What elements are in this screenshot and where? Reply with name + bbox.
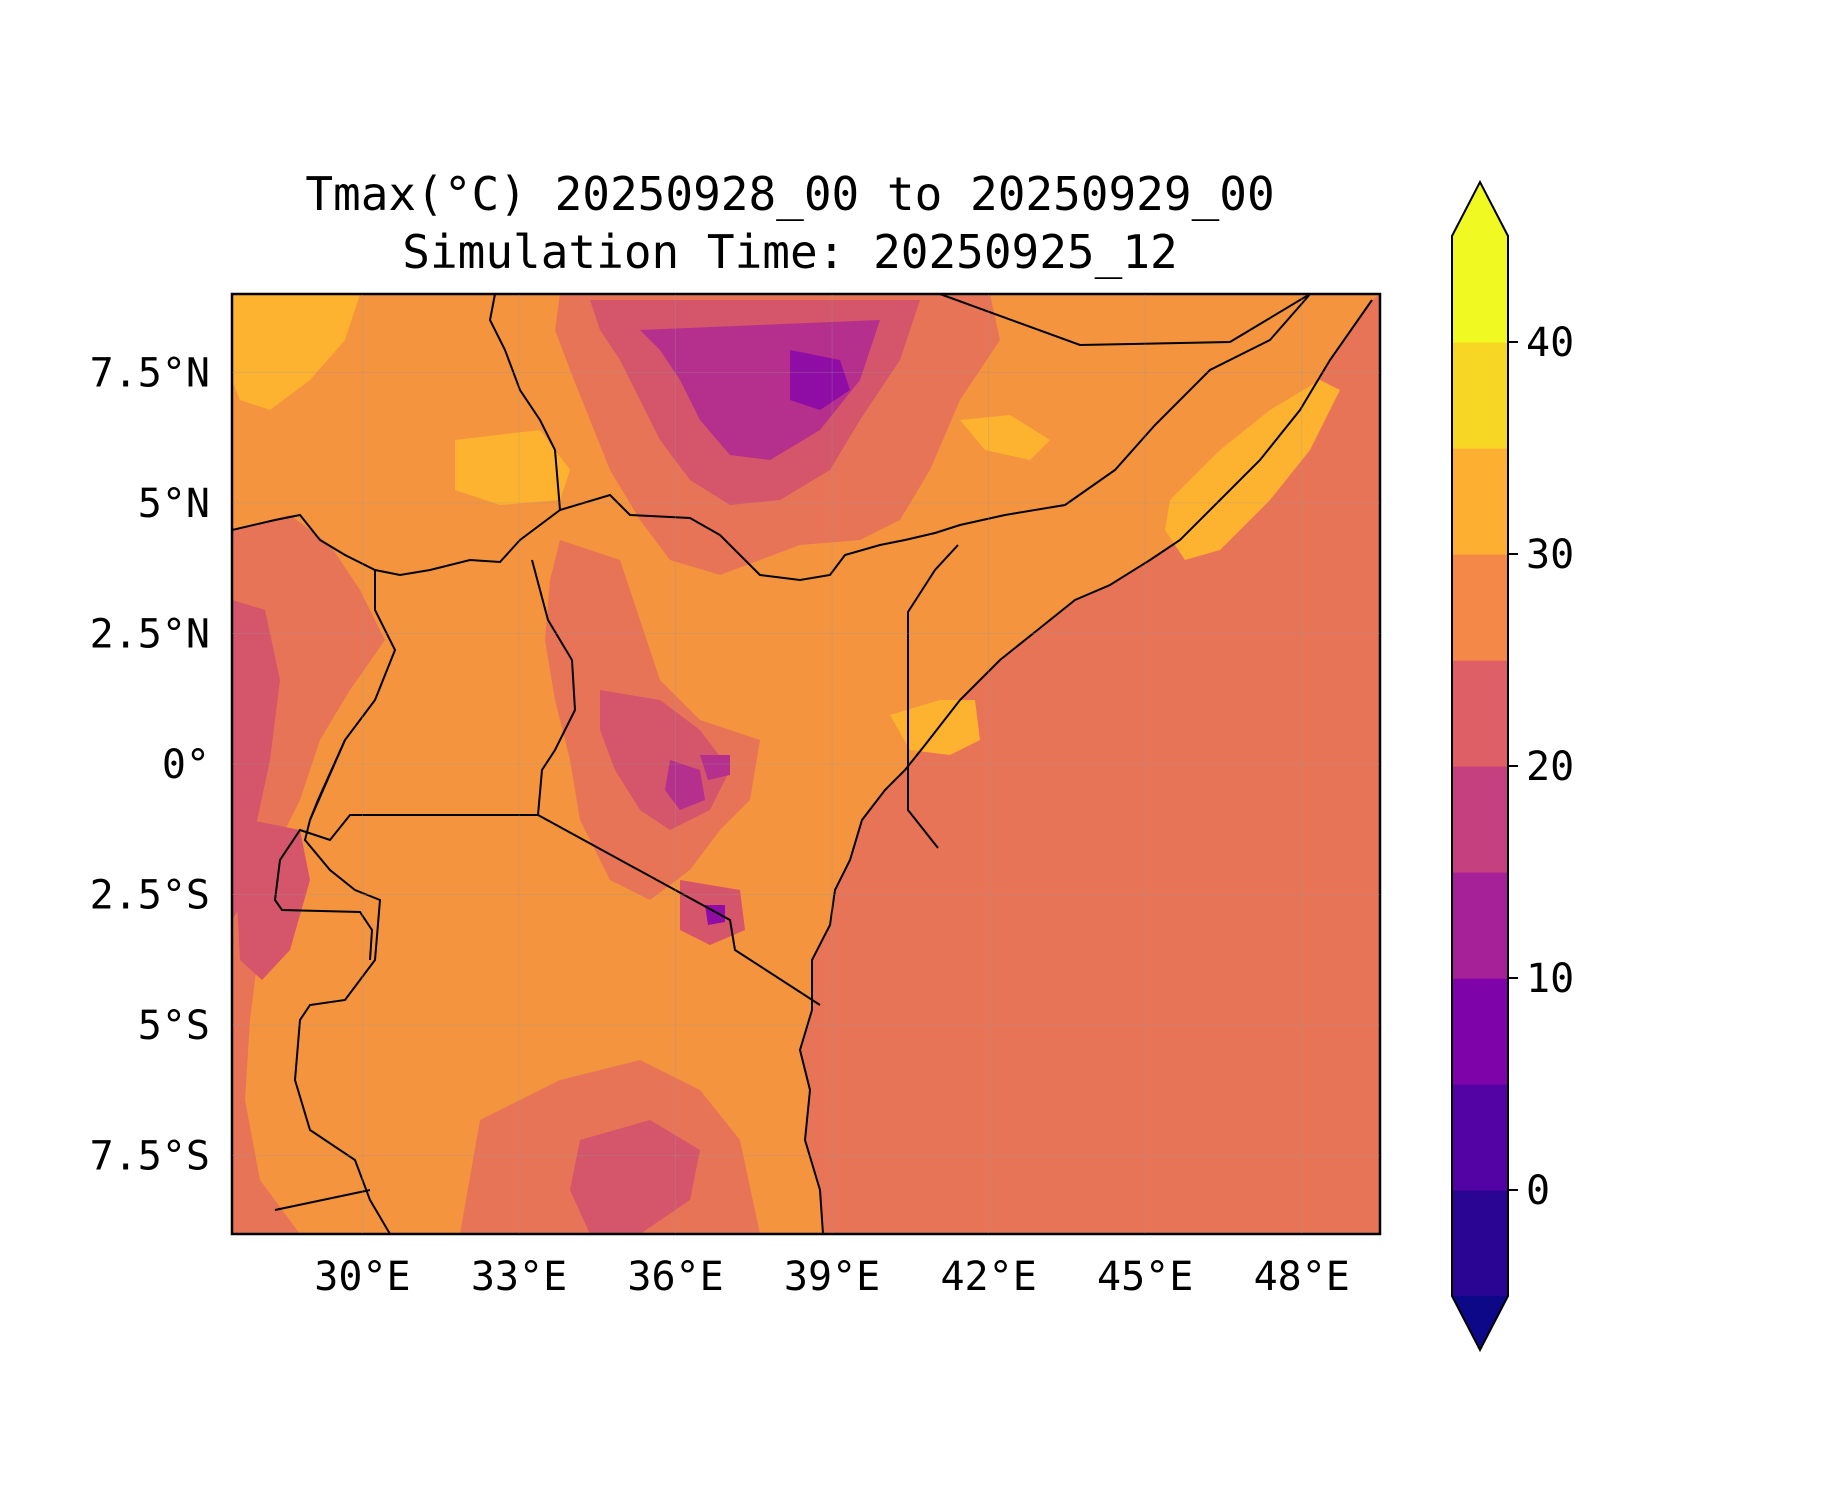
colorbar-tick-label: 40 (1526, 320, 1574, 366)
colorbar-segment (1452, 236, 1508, 343)
colorbar-segment (1452, 766, 1508, 873)
colorbar-tick-label: 30 (1526, 532, 1574, 578)
colorbar-tick-label: 0 (1526, 1168, 1550, 1214)
tanzania-southern-highlands-core (570, 1120, 700, 1234)
map-title-line-1: Tmax(°C) 20250928_00 to 20250929_00 (305, 167, 1274, 221)
lat-tick-label: 5°N (138, 481, 210, 527)
lat-tick-label: 5°S (138, 1003, 210, 1049)
coastline (798, 299, 1373, 1234)
colorbar-segment (1452, 660, 1508, 767)
ethiopian-highlands-peak (640, 320, 880, 460)
colorbar-segment (1452, 554, 1508, 661)
lon-tick-label: 42°E (940, 1254, 1036, 1300)
colorbar-extend-high (1452, 182, 1508, 236)
map-frame (230, 292, 1382, 1236)
lon-tick-label: 33°E (471, 1254, 567, 1300)
country-borders (232, 294, 1311, 1234)
colorbar-tick-label: 10 (1526, 956, 1574, 1002)
colorbar-segment (1452, 978, 1508, 1085)
lon-tick-label: 36°E (627, 1254, 723, 1300)
colorbar-segment (1452, 872, 1508, 979)
lat-tick-label: 2.5°S (90, 873, 210, 919)
western-cool-zone-2 (232, 600, 280, 920)
colorbar-tick-label: 20 (1526, 744, 1574, 790)
lon-tick-label: 30°E (314, 1254, 410, 1300)
lat-tick-label: 0° (162, 742, 210, 788)
lat-tick-label: 7.5°S (90, 1134, 210, 1180)
lat-tick-label: 2.5°N (90, 611, 210, 657)
lon-tick-label: 48°E (1254, 1254, 1350, 1300)
somalia-hot-patch-2 (960, 415, 1050, 460)
colorbar-outline (1451, 179, 1509, 1353)
colorbar-segment (1452, 1190, 1508, 1297)
western-cool-zone-3 (236, 820, 310, 980)
sudan-hot-patch-2 (455, 430, 570, 505)
somalia-hot-band (1165, 380, 1340, 560)
map-ticks: 30°E 33°E 36°E 39°E 42°E 45°E 48°E 7.5°N 5°N 2.5°… (90, 294, 1380, 1300)
rift-highlands-peak-2 (700, 755, 730, 780)
colorbar-segment (1452, 342, 1508, 449)
ethiopian-highlands-peak-2 (790, 350, 850, 410)
sudan-hot-patch-1 (232, 294, 360, 410)
map-area (232, 294, 1380, 1234)
colorbar: 0 10 20 30 40 (1451, 179, 1574, 1353)
colorbar-segment (1452, 448, 1508, 555)
map-title-line-2: Simulation Time: 20250925_12 (402, 225, 1177, 279)
lon-tick-label: 45°E (1097, 1254, 1193, 1300)
lat-tick-label: 7.5°N (90, 350, 210, 396)
lon-tick-label: 39°E (784, 1254, 880, 1300)
rift-highlands-peak (665, 760, 705, 810)
somalia-hot-patch (890, 700, 980, 755)
colorbar-extend-low (1452, 1296, 1508, 1350)
colorbar-segment (1452, 1084, 1508, 1191)
